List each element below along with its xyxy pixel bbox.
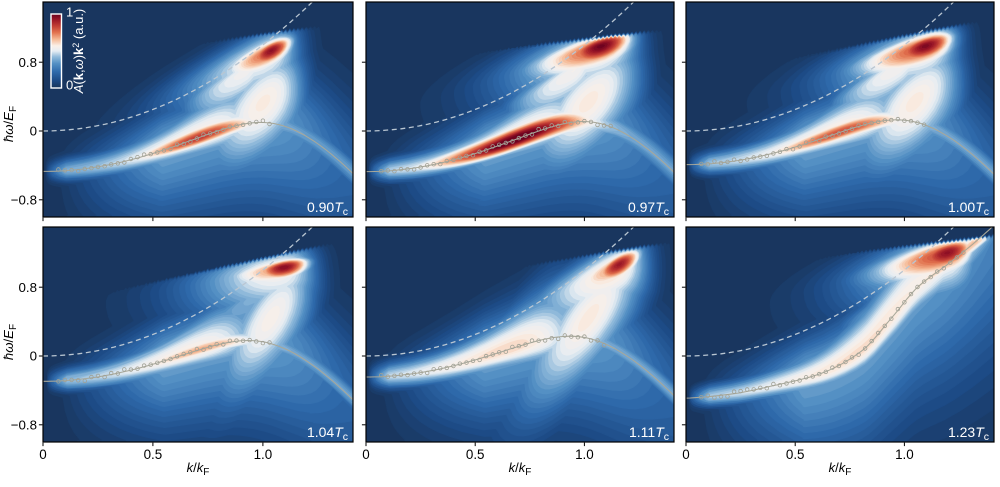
svg-text:1.04Tc: 1.04Tc: [307, 424, 348, 443]
svg-text:0.8: 0.8: [19, 55, 38, 70]
svg-text:ħω/EF: ħω/EF: [1, 324, 19, 360]
svg-text:0.97Tc: 0.97Tc: [628, 199, 669, 218]
svg-text:0.90Tc: 0.90Tc: [307, 199, 348, 218]
svg-text:0.5: 0.5: [786, 447, 805, 462]
svg-text:1.23Tc: 1.23Tc: [948, 424, 989, 443]
svg-text:1.00Tc: 1.00Tc: [948, 199, 989, 218]
svg-text:0: 0: [39, 447, 46, 462]
svg-text:1.11Tc: 1.11Tc: [629, 424, 669, 443]
svg-text:0: 0: [30, 124, 37, 139]
svg-text:0: 0: [30, 349, 37, 364]
svg-text:0.5: 0.5: [466, 447, 485, 462]
svg-text:0: 0: [682, 447, 689, 462]
svg-text:0.5: 0.5: [144, 447, 163, 462]
svg-text:1.0: 1.0: [254, 447, 273, 462]
svg-text:0: 0: [66, 78, 73, 93]
svg-text:0: 0: [362, 447, 369, 462]
svg-text:A(k,ω)k2 (a.u.): A(k,ω)k2 (a.u.): [71, 9, 86, 95]
svg-text:−0.8: −0.8: [11, 192, 37, 207]
svg-text:0.8: 0.8: [19, 280, 38, 295]
svg-text:ħω/EF: ħω/EF: [1, 106, 19, 142]
svg-text:1.0: 1.0: [895, 447, 914, 462]
svg-text:1: 1: [66, 5, 73, 20]
svg-text:−0.8: −0.8: [11, 417, 37, 432]
svg-text:1.0: 1.0: [575, 447, 594, 462]
